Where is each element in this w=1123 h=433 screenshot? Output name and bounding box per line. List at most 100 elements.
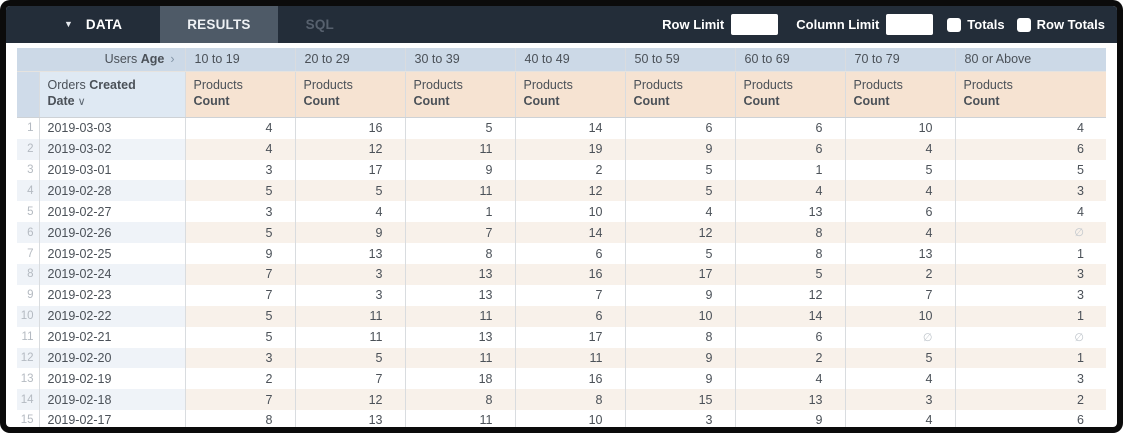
value-cell[interactable]: 9	[294, 222, 405, 244]
value-cell[interactable]: 10	[514, 410, 625, 427]
value-cell[interactable]: 6	[844, 201, 955, 223]
value-cell[interactable]: 4	[844, 138, 955, 160]
date-cell[interactable]: 2019-02-19	[38, 368, 185, 390]
value-cell[interactable]: 7	[184, 284, 295, 306]
row-dimension-header[interactable]: Orders Created Date ∨	[38, 71, 185, 119]
date-cell[interactable]: 2019-02-21	[38, 326, 185, 348]
sort-direction-icon[interactable]: ∨	[77, 96, 86, 109]
measure-header[interactable]: Products Count	[624, 71, 735, 119]
value-cell[interactable]: 17	[514, 326, 625, 348]
pivot-value-header[interactable]: 20 to 29	[294, 48, 405, 72]
value-cell[interactable]: 14	[734, 305, 845, 327]
date-cell[interactable]: 2019-02-24	[38, 263, 185, 285]
value-cell[interactable]: 9	[624, 284, 735, 306]
value-cell[interactable]: 11	[404, 410, 515, 427]
pivot-value-header[interactable]: 70 to 79	[844, 48, 955, 72]
value-cell[interactable]: 9	[624, 368, 735, 390]
value-cell[interactable]: 5	[954, 159, 1106, 181]
value-cell[interactable]: 3	[954, 284, 1106, 306]
value-cell[interactable]: 4	[954, 201, 1106, 223]
value-cell[interactable]: 9	[404, 159, 515, 181]
value-cell[interactable]: 3	[844, 389, 955, 411]
pivot-value-header[interactable]: 40 to 49	[514, 48, 625, 72]
value-cell[interactable]: 6	[954, 138, 1106, 160]
value-cell[interactable]: 3	[294, 284, 405, 306]
value-cell[interactable]: 11	[404, 347, 515, 369]
value-cell[interactable]: 11	[294, 326, 405, 348]
value-cell[interactable]: 3	[184, 159, 295, 181]
value-cell[interactable]: 5	[184, 180, 295, 202]
null-value-cell[interactable]: ∅	[954, 222, 1106, 244]
null-value-cell[interactable]: ∅	[954, 326, 1106, 348]
pivot-value-header[interactable]: 10 to 19	[184, 48, 295, 72]
value-cell[interactable]: 6	[514, 305, 625, 327]
value-cell[interactable]: 3	[184, 201, 295, 223]
totals-checkbox[interactable]	[947, 17, 962, 32]
value-cell[interactable]: 1	[954, 243, 1106, 264]
value-cell[interactable]: 14	[514, 117, 625, 139]
value-cell[interactable]: 2	[844, 263, 955, 285]
value-cell[interactable]: 4	[294, 201, 405, 223]
value-cell[interactable]: 7	[844, 284, 955, 306]
value-cell[interactable]: 3	[954, 368, 1106, 390]
date-cell[interactable]: 2019-03-03	[38, 117, 185, 139]
value-cell[interactable]: 4	[184, 117, 295, 139]
date-cell[interactable]: 2019-02-26	[38, 222, 185, 244]
value-cell[interactable]: 5	[294, 180, 405, 202]
tab-results[interactable]: RESULTS	[160, 6, 278, 43]
pivot-dimension-header[interactable]: Users Age ›	[17, 48, 185, 72]
measure-header[interactable]: Products Count	[404, 71, 515, 119]
value-cell[interactable]: 13	[404, 284, 515, 306]
value-cell[interactable]: 1	[404, 201, 515, 223]
value-cell[interactable]: 3	[624, 410, 735, 427]
value-cell[interactable]: 5	[404, 117, 515, 139]
value-cell[interactable]: 3	[954, 263, 1106, 285]
date-cell[interactable]: 2019-02-18	[38, 389, 185, 411]
null-value-cell[interactable]: ∅	[844, 326, 955, 348]
value-cell[interactable]: 6	[514, 243, 625, 264]
date-cell[interactable]: 2019-02-25	[38, 243, 185, 264]
row-limit-input[interactable]	[731, 14, 779, 35]
value-cell[interactable]: 5	[184, 326, 295, 348]
value-cell[interactable]: 11	[514, 347, 625, 369]
value-cell[interactable]: 8	[514, 389, 625, 411]
value-cell[interactable]: 16	[514, 263, 625, 285]
pivot-value-header[interactable]: 60 to 69	[734, 48, 845, 72]
value-cell[interactable]: 9	[624, 138, 735, 160]
value-cell[interactable]: 6	[734, 138, 845, 160]
value-cell[interactable]: 1	[954, 347, 1106, 369]
measure-header[interactable]: Products Count	[184, 71, 295, 119]
pivot-value-header[interactable]: 80 or Above	[954, 48, 1106, 72]
measure-header[interactable]: Products Count	[954, 71, 1106, 119]
value-cell[interactable]: 3	[184, 347, 295, 369]
value-cell[interactable]: 4	[844, 180, 955, 202]
date-cell[interactable]: 2019-02-22	[38, 305, 185, 327]
value-cell[interactable]: 13	[734, 201, 845, 223]
value-cell[interactable]: 12	[294, 138, 405, 160]
value-cell[interactable]: 13	[294, 410, 405, 427]
date-cell[interactable]: 2019-02-23	[38, 284, 185, 306]
value-cell[interactable]: 11	[404, 180, 515, 202]
value-cell[interactable]: 6	[624, 117, 735, 139]
value-cell[interactable]: 2	[734, 347, 845, 369]
value-cell[interactable]: 10	[844, 305, 955, 327]
tab-sql[interactable]: SQL	[305, 17, 334, 32]
measure-header[interactable]: Products Count	[734, 71, 845, 119]
date-cell[interactable]: 2019-02-28	[38, 180, 185, 202]
value-cell[interactable]: 3	[954, 180, 1106, 202]
value-cell[interactable]: 15	[624, 389, 735, 411]
value-cell[interactable]: 18	[404, 368, 515, 390]
value-cell[interactable]: 7	[184, 263, 295, 285]
value-cell[interactable]: 13	[404, 326, 515, 348]
column-limit-input[interactable]	[886, 14, 934, 35]
value-cell[interactable]: 7	[514, 284, 625, 306]
value-cell[interactable]: 4	[844, 368, 955, 390]
value-cell[interactable]: 5	[844, 347, 955, 369]
value-cell[interactable]: 6	[734, 326, 845, 348]
value-cell[interactable]: 13	[844, 243, 955, 264]
row-totals-label[interactable]: Row Totals	[1036, 17, 1105, 32]
value-cell[interactable]: 12	[734, 284, 845, 306]
measure-header[interactable]: Products Count	[844, 71, 955, 119]
value-cell[interactable]: 13	[404, 263, 515, 285]
value-cell[interactable]: 11	[404, 305, 515, 327]
